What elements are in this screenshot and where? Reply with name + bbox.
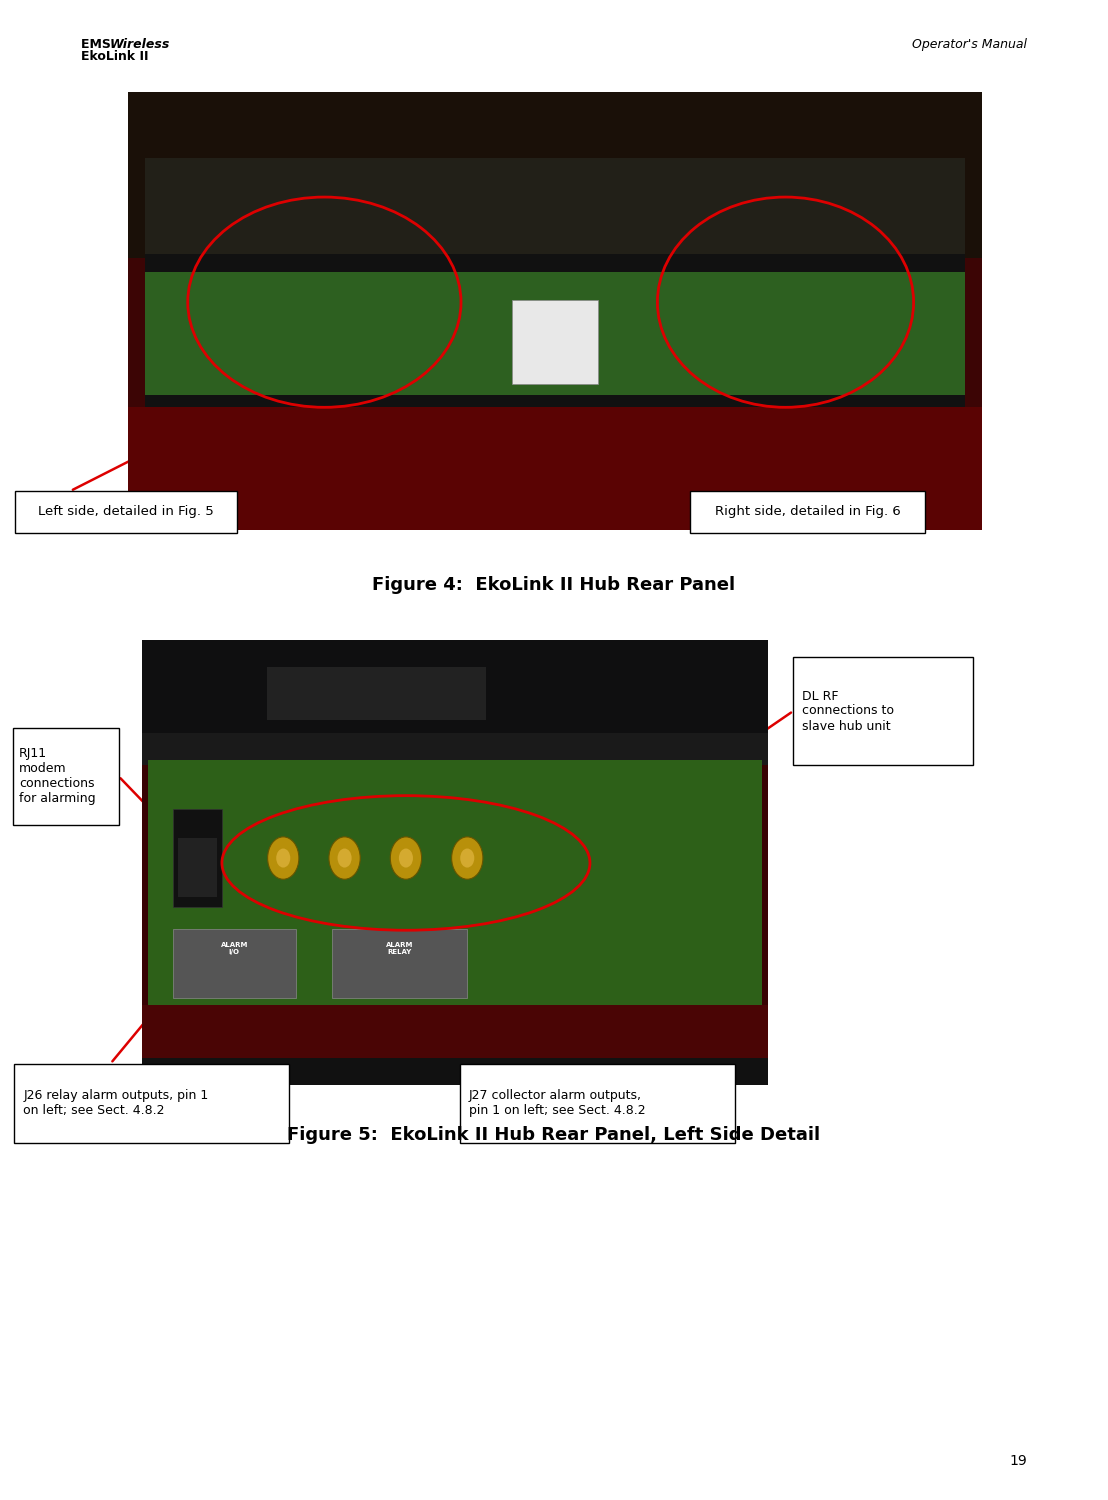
Text: Right side, detailed in Fig. 6: Right side, detailed in Fig. 6	[715, 506, 901, 519]
Text: Figure 4:  EkoLink II Hub Rear Panel: Figure 4: EkoLink II Hub Rear Panel	[372, 576, 736, 594]
Text: Operator's Manual: Operator's Manual	[912, 39, 1027, 51]
Text: Left side, detailed in Fig. 5: Left side, detailed in Fig. 5	[38, 506, 214, 519]
Text: 19: 19	[1009, 1454, 1027, 1468]
Text: J27 collector alarm outputs,
pin 1 on left; see Sect. 4.8.2: J27 collector alarm outputs, pin 1 on le…	[469, 1089, 645, 1118]
Text: RJ11
modem
connections
for alarming: RJ11 modem connections for alarming	[19, 747, 95, 806]
Text: EkoLink II: EkoLink II	[81, 51, 148, 63]
Text: EMS: EMS	[81, 39, 115, 51]
Text: Wireless: Wireless	[110, 39, 170, 51]
Text: Figure 5:  EkoLink II Hub Rear Panel, Left Side Detail: Figure 5: EkoLink II Hub Rear Panel, Lef…	[287, 1126, 821, 1144]
Text: J26 relay alarm outputs, pin 1
on left; see Sect. 4.8.2: J26 relay alarm outputs, pin 1 on left; …	[23, 1089, 208, 1118]
Text: ALARM
I/O: ALARM I/O	[220, 942, 248, 954]
Text: ALARM
RELAY: ALARM RELAY	[386, 942, 413, 954]
Text: DL RF
connections to
slave hub unit: DL RF connections to slave hub unit	[802, 690, 894, 732]
